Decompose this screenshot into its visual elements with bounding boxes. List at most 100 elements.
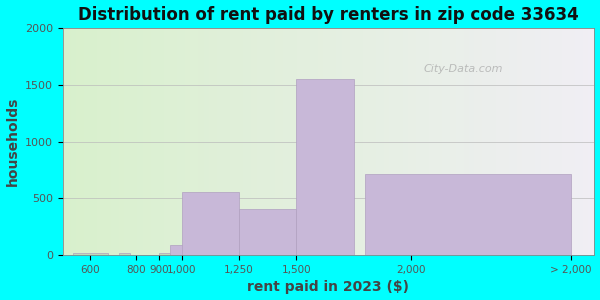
Bar [416, 28, 419, 255]
Bar [490, 28, 493, 255]
Bar [419, 28, 421, 255]
Bar [164, 28, 166, 255]
Bar [220, 28, 222, 255]
Bar [533, 28, 535, 255]
Bar [244, 28, 246, 255]
Bar [241, 28, 244, 255]
Bar [212, 28, 214, 255]
Bar [326, 28, 328, 255]
Bar [63, 28, 65, 255]
Bar [466, 28, 469, 255]
Bar [575, 28, 578, 255]
Bar [310, 28, 313, 255]
Bar [103, 28, 106, 255]
Bar [230, 28, 233, 255]
Bar [586, 28, 589, 255]
Bar [546, 28, 548, 255]
Bar [432, 28, 434, 255]
Bar [382, 28, 384, 255]
Bar [304, 28, 307, 255]
Bar [461, 28, 464, 255]
Bar [570, 28, 572, 255]
Bar [352, 28, 355, 255]
Bar [337, 28, 339, 255]
Bar [121, 28, 124, 255]
Bar [130, 28, 132, 255]
Bar [111, 28, 113, 255]
Bar [427, 28, 429, 255]
Bar [74, 28, 76, 255]
Bar [392, 28, 395, 255]
Bar [188, 28, 190, 255]
Text: City-Data.com: City-Data.com [424, 64, 503, 74]
Bar [376, 28, 379, 255]
Bar [387, 28, 389, 255]
Bar [84, 28, 87, 255]
Bar [339, 28, 341, 255]
Bar [320, 28, 323, 255]
Bar [551, 28, 554, 255]
Bar [464, 28, 466, 255]
Bar [509, 28, 511, 255]
Bar [65, 28, 68, 255]
Bar [151, 28, 153, 255]
Bar [365, 28, 368, 255]
Bar [158, 28, 161, 255]
Bar [323, 28, 326, 255]
Bar [442, 28, 445, 255]
Bar [544, 28, 546, 255]
Bar [360, 28, 363, 255]
Bar [313, 28, 315, 255]
Bar [238, 28, 241, 255]
Bar [429, 28, 432, 255]
Bar [166, 28, 169, 255]
Bar [278, 28, 281, 255]
Bar [389, 28, 392, 255]
Bar [408, 28, 410, 255]
Bar [89, 28, 92, 255]
Bar [286, 28, 289, 255]
Bar [249, 28, 251, 255]
Bar [296, 28, 299, 255]
Bar [265, 28, 268, 255]
Bar [143, 28, 145, 255]
Bar [257, 28, 259, 255]
Bar [496, 28, 498, 255]
Bar [514, 28, 517, 255]
Bar [132, 28, 134, 255]
Bar [153, 28, 156, 255]
Bar [395, 28, 397, 255]
Bar [538, 28, 541, 255]
Bar [501, 28, 503, 255]
Bar [272, 28, 275, 255]
Bar [453, 28, 456, 255]
Bar [76, 28, 79, 255]
Bar [535, 28, 538, 255]
Bar [196, 28, 199, 255]
Bar [493, 28, 496, 255]
Bar [254, 28, 257, 255]
Bar [214, 28, 217, 255]
Bar [95, 28, 97, 255]
Bar [268, 28, 270, 255]
Bar [469, 28, 472, 255]
Bar [591, 28, 594, 255]
Bar [334, 28, 337, 255]
Bar [246, 28, 249, 255]
Bar [97, 28, 100, 255]
Bar [108, 28, 111, 255]
Bar [580, 28, 583, 255]
Bar [134, 28, 137, 255]
Bar [119, 28, 121, 255]
Bar [199, 28, 201, 255]
Bar [498, 28, 501, 255]
Bar [403, 28, 406, 255]
Bar [456, 28, 458, 255]
Bar [421, 28, 424, 255]
Bar [400, 28, 403, 255]
Bar [307, 28, 310, 255]
Bar [572, 28, 575, 255]
Bar [358, 28, 360, 255]
Bar [124, 28, 127, 255]
Bar [299, 28, 302, 255]
